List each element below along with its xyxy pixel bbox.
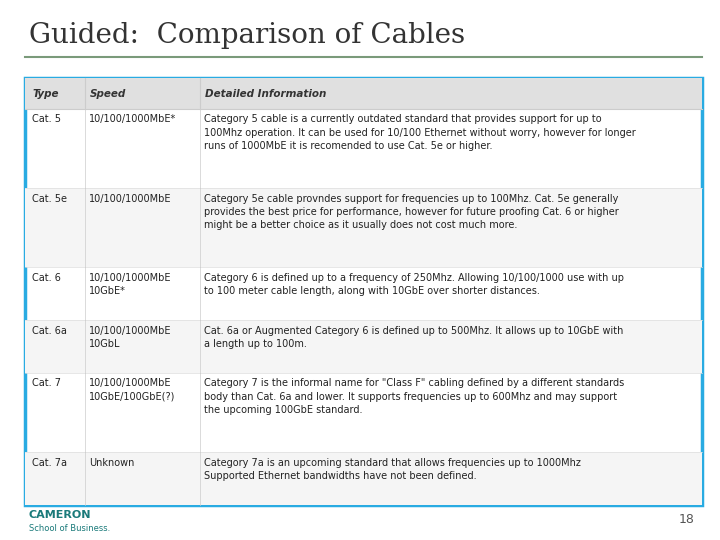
Text: Cat. 5e: Cat. 5e (32, 194, 67, 204)
Text: Detailed Information: Detailed Information (205, 89, 327, 99)
Text: 10/100/1000MbE: 10/100/1000MbE (89, 194, 172, 204)
Text: Cat. 7: Cat. 7 (32, 379, 60, 388)
Text: Guided:  Comparison of Cables: Guided: Comparison of Cables (29, 22, 465, 49)
Text: 10/100/1000MbE
10GbL: 10/100/1000MbE 10GbL (89, 326, 172, 349)
FancyBboxPatch shape (25, 78, 702, 505)
Text: Category 5e cable provndes support for frequencies up to 100Mhz. Cat. 5e general: Category 5e cable provndes support for f… (204, 194, 619, 230)
FancyBboxPatch shape (25, 78, 702, 109)
Text: Type: Type (32, 89, 59, 99)
Text: CAMERON: CAMERON (29, 510, 91, 521)
Text: Category 7a is an upcoming standard that allows frequencies up to 1000Mhz
Suppor: Category 7a is an upcoming standard that… (204, 457, 581, 481)
FancyBboxPatch shape (25, 452, 702, 505)
Text: Category 5 cable is a currently outdated standard that provides support for up t: Category 5 cable is a currently outdated… (204, 114, 636, 151)
FancyBboxPatch shape (25, 320, 702, 373)
Text: 18: 18 (679, 513, 695, 526)
Text: Cat. 6a: Cat. 6a (32, 326, 66, 335)
Text: 10/100/1000MbE
10GbE*: 10/100/1000MbE 10GbE* (89, 273, 172, 296)
Text: School of Business.: School of Business. (29, 524, 110, 533)
FancyBboxPatch shape (25, 188, 702, 267)
Text: Unknown: Unknown (89, 457, 135, 468)
Text: Cat. 7a: Cat. 7a (32, 457, 67, 468)
Text: Category 7 is the informal name for "Class F" cabling defined by a different sta: Category 7 is the informal name for "Cla… (204, 379, 625, 415)
Text: 10/100/1000MbE*: 10/100/1000MbE* (89, 114, 176, 124)
Text: Cat. 6a or Augmented Category 6 is defined up to 500Mhz. It allows up to 10GbE w: Cat. 6a or Augmented Category 6 is defin… (204, 326, 624, 349)
Text: Cat. 5: Cat. 5 (32, 114, 60, 124)
Text: Cat. 6: Cat. 6 (32, 273, 60, 283)
Text: Speed: Speed (90, 89, 126, 99)
Text: 10/100/1000MbE
10GbE/100GbE(?): 10/100/1000MbE 10GbE/100GbE(?) (89, 379, 176, 402)
Text: Category 6 is defined up to a frequency of 250Mhz. Allowing 10/100/1000 use with: Category 6 is defined up to a frequency … (204, 273, 624, 296)
